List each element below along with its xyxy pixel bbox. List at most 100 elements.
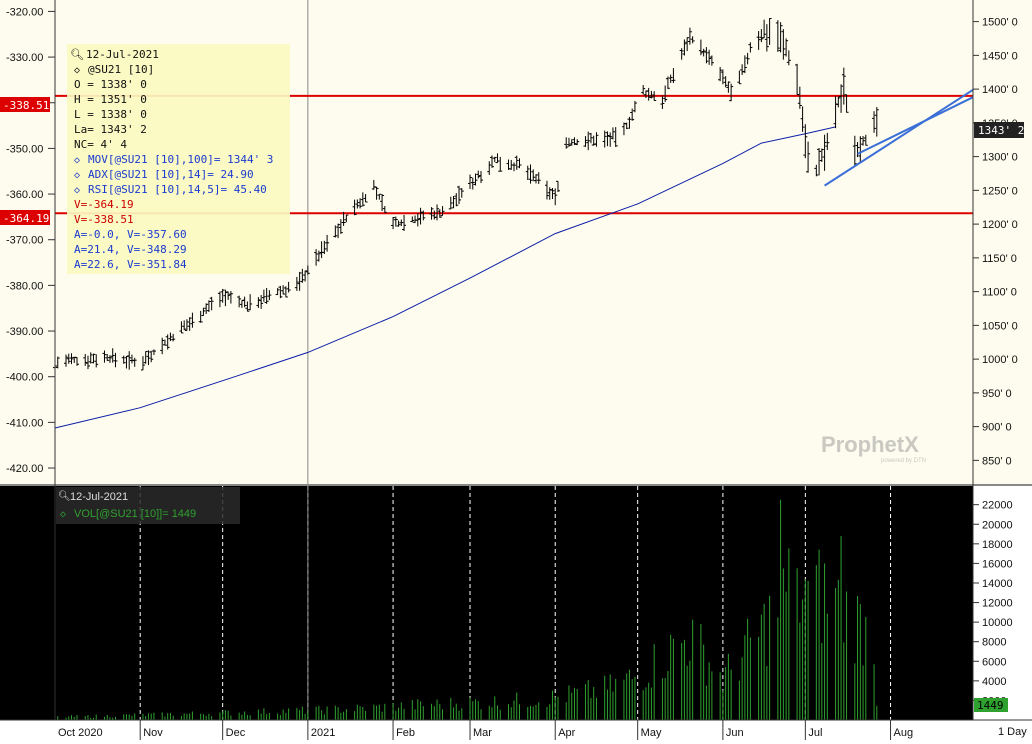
- info-rsi: RSI[@SU21 [10],14,5]= 45.40: [88, 183, 267, 196]
- magnifier-icon: 🔍︎: [70, 48, 84, 61]
- time-axis-label: Mar: [473, 727, 492, 739]
- price-left-axis-bg: [0, 0, 55, 484]
- right-tick-label: 850' 0: [982, 455, 1012, 467]
- trendlines[interactable]: [824, 88, 974, 187]
- right-tick-label: 1150' 0: [982, 253, 1017, 265]
- time-axis-label: Jul: [808, 727, 822, 739]
- info-v2: V=-338.51: [74, 213, 134, 226]
- right-tick-label: 1300' 0: [982, 152, 1018, 164]
- time-axis-label: May: [641, 727, 662, 739]
- volume-tick-label: 12000: [982, 598, 1013, 610]
- price-right-axis-bg: [973, 0, 1032, 484]
- left-tick-label: -360.00: [6, 189, 43, 201]
- right-tick-label: 1450' 0: [982, 50, 1018, 62]
- right-tick-label: 1250' 0: [982, 185, 1018, 197]
- info-a3: A=22.6, V=-351.84: [74, 258, 187, 271]
- vol-info-date: 12-Jul-2021: [70, 491, 128, 503]
- right-tick-label: 1400' 0: [982, 84, 1018, 96]
- right-tick-label: 1000' 0: [982, 354, 1018, 366]
- time-axis-labels: Oct 2020 Nov Dec 2021 Feb Mar Apr May Jun Jul Aug: [58, 720, 913, 740]
- time-axis-label: 2021: [311, 727, 335, 739]
- info-a2: A=21.4, V=-348.29: [74, 243, 187, 256]
- diamond-icon: ◇: [74, 155, 80, 166]
- hline-label-2-text: -364.19: [3, 212, 49, 225]
- right-tick-label: 900' 0: [982, 422, 1012, 434]
- volume-right-axis-bg: [973, 486, 1032, 720]
- left-axis-ticks: -320.00-330.00-340.00-350.00-360.00-370.…: [6, 6, 55, 475]
- left-tick-label: -370.00: [6, 235, 43, 247]
- time-axis-label: Feb: [396, 727, 415, 739]
- right-tick-label: 950' 0: [982, 388, 1012, 400]
- moving-average-path: [54, 126, 836, 429]
- left-tick-label: -330.00: [6, 52, 43, 64]
- volume-panel[interactable]: [55, 486, 973, 720]
- prophetx-watermark: ProphetX powered by DTN: [821, 432, 926, 464]
- info-mov: MOV[@SU21 [10],100]= 1344' 3: [88, 153, 273, 166]
- right-tick-label: 1200' 0: [982, 219, 1018, 231]
- last-volume-label: 1449: [974, 698, 1008, 712]
- watermark-sub-text: powered by DTN: [881, 458, 926, 464]
- vol-info-value: VOL[@SU21 [10]]= 1449: [74, 508, 196, 520]
- volume-tick-label: 20000: [982, 519, 1013, 531]
- volume-tick-label: 14000: [982, 578, 1013, 590]
- volume-tick-label: 10000: [982, 617, 1013, 629]
- watermark-text: ProphetX: [821, 432, 919, 457]
- time-axis-label: Oct 2020: [58, 727, 103, 739]
- volume-tick-label: 16000: [982, 558, 1013, 570]
- right-tick-label: 1100' 0: [982, 287, 1017, 299]
- volume-tick-label: 22000: [982, 500, 1013, 512]
- info-symbol: @SU21 [10]: [88, 63, 154, 76]
- magnifier-icon: 🔍︎: [58, 490, 71, 502]
- hline-label-1-text: -338.51: [3, 99, 49, 112]
- left-tick-label: -420.00: [6, 463, 43, 475]
- left-tick-label: -400.00: [6, 372, 43, 384]
- volume-axis-ticks: 22000 20000 18000 16000 14000 12000 10000 8000 6…: [973, 500, 1013, 707]
- info-net-change: NC= 4' 4: [74, 138, 127, 151]
- last-price-text: 1343' 2: [978, 124, 1024, 137]
- trendline: [857, 96, 974, 155]
- info-date: 12-Jul-2021: [86, 48, 159, 61]
- volume-tick-label: 4000: [982, 676, 1006, 688]
- info-adx: ADX[@SU21 [10],14]= 24.90: [88, 168, 254, 181]
- volume-tick-label: 6000: [982, 656, 1006, 668]
- time-axis-label: Dec: [226, 727, 246, 739]
- info-open: O = 1338' 0: [74, 78, 147, 91]
- right-tick-label: 1500' 0: [982, 17, 1018, 29]
- left-tick-label: -350.00: [6, 143, 43, 155]
- info-a1: A=-0.0, V=-357.60: [74, 228, 187, 241]
- hline-label-2: -364.19: [0, 210, 50, 225]
- info-low: L = 1338' 0: [74, 108, 147, 121]
- time-axis-label: Jun: [726, 727, 744, 739]
- last-price-label: 1343' 2: [974, 122, 1024, 138]
- diamond-icon: ◇: [74, 65, 80, 76]
- volume-tick-label: 8000: [982, 637, 1006, 649]
- diamond-icon: ◇: [60, 509, 66, 520]
- diamond-icon: ◇: [74, 185, 80, 196]
- left-tick-label: -410.00: [6, 417, 43, 429]
- left-tick-label: -320.00: [6, 6, 43, 18]
- time-axis-label: Nov: [143, 727, 163, 739]
- diamond-icon: ◇: [74, 170, 80, 181]
- volume-left-axis-bg: [0, 486, 55, 720]
- left-tick-label: -390.00: [6, 326, 43, 338]
- trendline: [824, 88, 974, 187]
- time-axis-label: Aug: [894, 727, 914, 739]
- hline-label-1: -338.51: [0, 97, 50, 112]
- time-axis-label: Apr: [558, 727, 575, 739]
- volume-info-box: 🔍︎ 12-Jul-2021 ◇ VOL[@SU21 [10]]= 1449: [56, 487, 240, 524]
- info-high: H = 1351' 0: [74, 93, 147, 106]
- left-tick-label: -380.00: [6, 280, 43, 292]
- volume-bars: [54, 499, 878, 720]
- interval-label[interactable]: 1 Day: [998, 726, 1027, 738]
- info-last: La= 1343' 2: [74, 123, 147, 136]
- moving-average-line: [54, 126, 836, 429]
- volume-tick-label: 18000: [982, 539, 1013, 551]
- last-volume-text: 1449: [977, 699, 1004, 712]
- price-bars: [53, 17, 879, 371]
- price-info-box: 🔍︎ 12-Jul-2021 ◇ @SU21 [10] O = 1338' 0 …: [67, 44, 290, 274]
- grid-lines: [139, 0, 892, 720]
- right-tick-label: 1050' 0: [982, 320, 1018, 332]
